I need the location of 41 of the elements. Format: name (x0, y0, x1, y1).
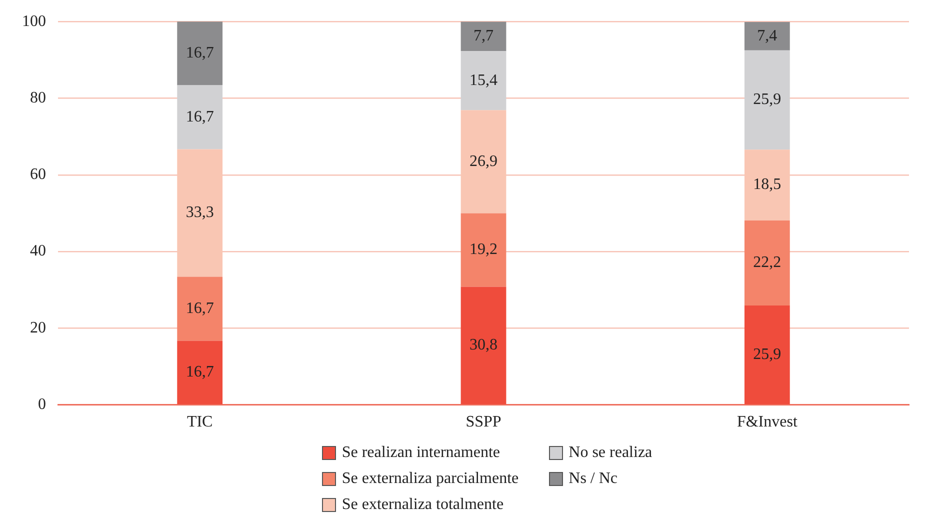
data-label: 16,7 (186, 300, 214, 318)
x-tick-label: SSPP (466, 414, 502, 431)
bar (177, 276, 223, 341)
y-tick-label: 40 (30, 242, 46, 260)
bar (177, 22, 223, 86)
bar (744, 50, 790, 150)
legend-label: Se externaliza totalmente (342, 496, 504, 514)
x-tick-label: F&Invest (736, 414, 798, 431)
bar (460, 22, 506, 52)
bar (744, 22, 790, 50)
y-tick-label: 60 (30, 166, 46, 184)
bar (460, 213, 506, 287)
y-tick-label: 0 (38, 396, 46, 414)
data-label: 16,7 (186, 364, 214, 381)
legend-label: Se realizan internamente (342, 444, 500, 462)
legend-label: No se realiza (568, 444, 652, 462)
data-label: 25,9 (753, 91, 782, 108)
bar (460, 286, 506, 404)
data-label: 15,4 (470, 72, 498, 89)
data-label: 18,5 (753, 176, 782, 194)
data-label: 30,8 (470, 336, 498, 354)
data-label: 26,9 (470, 152, 498, 170)
data-label: 16,7 (186, 108, 214, 126)
data-label: 22,2 (753, 254, 782, 272)
x-tick-label: TIC (186, 414, 213, 431)
bar (460, 51, 506, 110)
legend-label: Se externaliza parcialmente (342, 470, 519, 488)
bar (177, 85, 223, 150)
y-tick-label: 20 (30, 319, 46, 336)
data-label: 7,7 (474, 28, 494, 45)
y-tick-label: 80 (30, 89, 46, 106)
data-label: 16,7 (186, 44, 214, 62)
bar (744, 220, 790, 306)
data-label: 7,4 (757, 27, 778, 44)
data-label: 25,9 (753, 346, 782, 364)
y-tick-label: 100 (22, 12, 46, 30)
legend-label: Ns / Nc (568, 470, 618, 488)
bar (177, 340, 223, 404)
data-label: 19,2 (470, 241, 498, 258)
bar (744, 306, 790, 404)
data-label: 33,3 (186, 204, 214, 222)
